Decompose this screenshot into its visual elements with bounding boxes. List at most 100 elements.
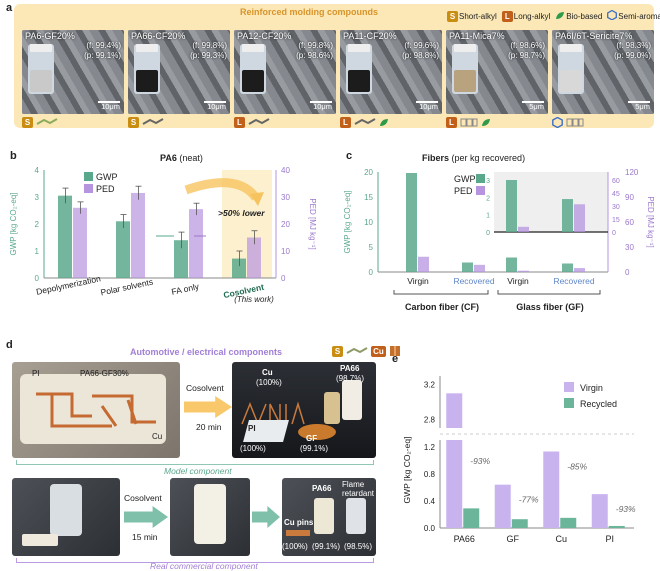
sample-vial <box>28 44 54 94</box>
sem-tile-fiber-yield: (f: 99.8%) <box>192 41 227 50</box>
y-tick-left: 3 <box>35 193 40 202</box>
y-tick-left: 15 <box>364 193 373 202</box>
panel-b-title-suffix: (neat) <box>179 153 203 163</box>
bar-recycled <box>608 525 625 528</box>
x-tick-label: FA only <box>171 281 201 297</box>
inset-tick-right: 30 <box>612 204 620 211</box>
label-recovered-pa66: PA66 <box>340 364 360 373</box>
tile-badges: S <box>128 117 164 128</box>
legend-label-gwp: GWP <box>96 172 118 182</box>
vial-liquid <box>242 70 264 92</box>
reduction-arrow-head <box>250 192 264 206</box>
flame-retardant-vial <box>346 498 366 534</box>
sample-vial <box>558 44 584 94</box>
bar-virgin-upper <box>446 393 463 428</box>
x-tick-label: PA66 <box>454 534 475 544</box>
y-tick-right: 10 <box>281 247 290 256</box>
reduction-arrow <box>184 178 260 201</box>
legend-swatch-ped <box>84 184 93 193</box>
cosolvent-note: (This work) <box>234 295 274 304</box>
scale-bar-label: 10μm <box>101 102 120 111</box>
bar-recycled <box>511 519 528 528</box>
tile-badges <box>552 117 584 128</box>
model-component-bracket <box>16 460 374 465</box>
scale-bar-label: 5μm <box>529 102 544 111</box>
panel-d-badges: S Cu <box>332 345 401 357</box>
label-commercial-pa66: PA66 <box>312 484 332 493</box>
scale-bar <box>310 101 332 103</box>
bar-virgin <box>494 484 511 528</box>
arrow-bottom-time: 15 min <box>132 532 158 542</box>
bar-recycled <box>560 517 577 528</box>
sem-tile-fiber-yield: (f: 99.6%) <box>404 41 439 50</box>
x-tick-label: Polar solvents <box>100 277 154 298</box>
y-tick: 0.0 <box>424 524 436 533</box>
label-cu-pins: Cu pins <box>284 518 314 527</box>
vial-liquid <box>30 70 52 92</box>
bar-ped <box>574 268 585 272</box>
label-recovered-gf: GF <box>306 434 318 443</box>
label-cu: Cu <box>152 432 163 441</box>
reduction-label: -93% <box>616 504 636 514</box>
legend-swatch-gwp <box>476 174 485 183</box>
label-flame-retardant: Flame retardant <box>342 480 375 498</box>
arrow-bottom-label: Cosolvent <box>124 493 162 503</box>
bar-ped <box>73 207 87 278</box>
vial-cap <box>348 44 370 52</box>
alkyl-badge: S <box>22 117 33 128</box>
flake-icon <box>566 118 584 127</box>
circuit-traces-icon <box>36 392 156 428</box>
legend-swatch-virgin <box>564 382 574 392</box>
scale-bar <box>416 101 438 103</box>
tile-badges: S <box>22 117 58 128</box>
reduction-label: -93% <box>470 456 490 466</box>
y-tick-right: 0 <box>281 274 286 283</box>
leaf-icon <box>555 7 565 25</box>
sem-tile: PA6-GF20% (f: 99.4%) (p: 99.1%) 10μm <box>22 30 124 114</box>
commercial-bracket <box>16 558 374 563</box>
inset-bar-ped <box>574 204 585 232</box>
sem-tile-polymer-yield: (p: 98.8%) <box>402 51 439 60</box>
y-tick-left: 0 <box>35 274 40 283</box>
panel-e-letter: e <box>392 353 399 365</box>
sem-tile: PA12-CF20% (f: 99.8%) (p: 98.6%) 10μm <box>234 30 336 114</box>
label-recovered-pi-pct: (100%) <box>240 444 266 453</box>
label-recovered-pi: PI <box>248 424 256 433</box>
tile-badges: L <box>446 117 491 128</box>
panel-d-letter: d <box>6 339 13 351</box>
legend-long-alkyl: Long-alkyl <box>513 11 551 21</box>
commercial-caption: Real commercial component <box>150 561 258 571</box>
scale-bar <box>522 101 544 103</box>
bar-gwp <box>506 257 517 272</box>
tile-badges: L <box>234 117 270 128</box>
vial-cap <box>454 44 476 52</box>
label-flame-retardant-pct: (98.5%) <box>344 542 373 551</box>
dissolved-photo <box>170 478 250 556</box>
recovered-gf-pile <box>298 424 336 440</box>
vial-cap <box>560 44 582 52</box>
alkyl-badge: L <box>446 117 457 128</box>
inset-bar-ped <box>518 226 529 232</box>
y-label: GWP [kg CO₂-eq] <box>402 437 412 504</box>
tile-badges: L <box>340 117 389 128</box>
sem-tile-fiber-yield: (f: 99.8%) <box>298 41 333 50</box>
x-tick-label: Recovered <box>453 276 494 286</box>
y-label-right: PED [MJ kg⁻¹] <box>308 198 317 249</box>
sem-tile-fiber-yield: (f: 98.6%) <box>510 41 545 50</box>
reduction-label: -85% <box>567 462 587 472</box>
y-tick-right: 90 <box>625 193 634 202</box>
scale-bar-label: 10μm <box>207 102 226 111</box>
label-recovered-pa66-pct: (98.7%) <box>336 374 365 383</box>
alkyl-badge: S <box>128 117 139 128</box>
y-tick-left: 20 <box>364 168 373 177</box>
bar-ped <box>474 264 485 272</box>
arrow-top-time: 20 min <box>196 422 222 432</box>
bar-gwp <box>58 195 72 278</box>
bar-ped <box>247 237 261 278</box>
scale-bar <box>98 101 120 103</box>
panel-b-title-main: PA6 <box>160 153 177 163</box>
short-alkyl-badge: S <box>447 10 458 22</box>
sem-tile-polymer-yield: (p: 99.1%) <box>84 51 121 60</box>
fiber-icon <box>36 118 58 125</box>
sem-tile-title: PA11-CF20% <box>343 31 397 41</box>
